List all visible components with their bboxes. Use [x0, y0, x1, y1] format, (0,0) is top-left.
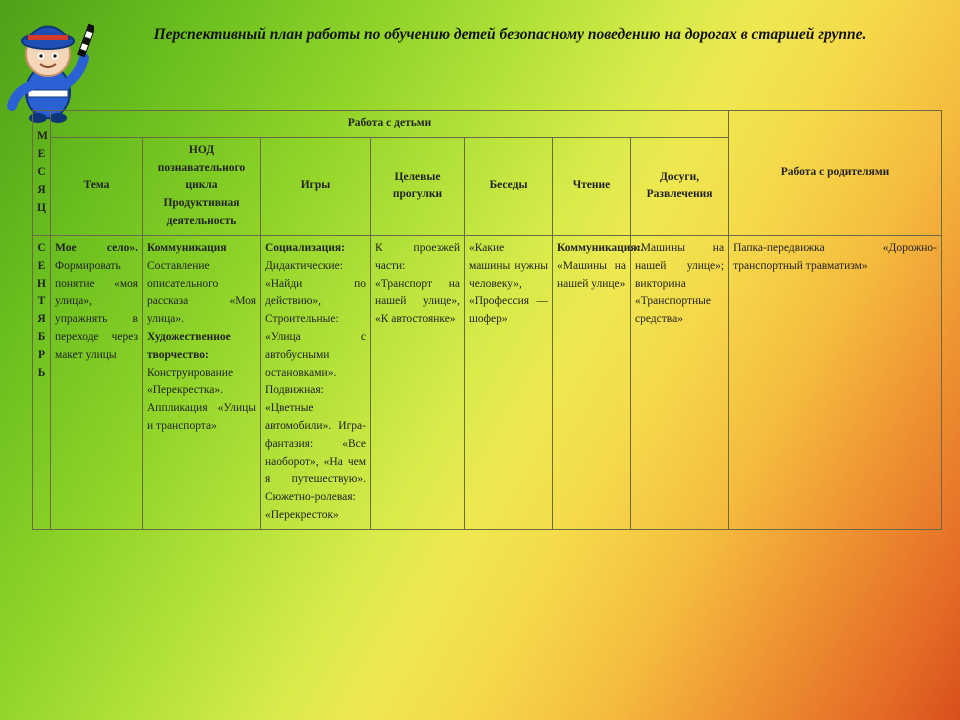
cell-igry-text: Дидактические: «Найди по действию», Стро… [265, 260, 366, 521]
col-parents-header: Работа с родителями [729, 111, 942, 236]
cell-chten-b: Коммуникация:. [557, 242, 643, 254]
col-tema-header: Тема [51, 137, 143, 235]
cell-nod-p2: Конструирование «Перекрестка». Аппликаци… [147, 365, 256, 436]
col-month-header: МЕСЯЦ [33, 111, 51, 236]
col-besedy-header: Беседы [465, 137, 553, 235]
cell-nod: Коммуникация Составление описательного р… [143, 235, 261, 529]
cell-igry: Социализация: Дидактические: «Найди по д… [261, 235, 371, 529]
plan-table: МЕСЯЦ Работа с детьми Работа с родителям… [32, 110, 942, 530]
cell-nod-p1: Составление описательного рассказа «Моя … [147, 258, 256, 329]
cell-parents: Папка-передвижка «Дорожно-транспортный т… [729, 235, 942, 529]
cell-besedy: «Какие машины нужны человеку», «Професси… [465, 235, 553, 529]
col-nod-header: НОД познавательного цикла Продуктивная д… [143, 137, 261, 235]
cell-dosugi: «Машины на нашей улице»; викторина «Тран… [631, 235, 729, 529]
cell-tema-text: Формировать понятие «моя улица», упражня… [55, 260, 138, 361]
col-chtenie-header: Чтение [553, 137, 631, 235]
page-title: Перспективный план работы по обучению де… [100, 24, 920, 46]
table-header-row-1: МЕСЯЦ Работа с детьми Работа с родителям… [33, 111, 942, 138]
col-igry-header: Игры [261, 137, 371, 235]
col-dosugi-header: Досуги, Развлечения [631, 137, 729, 235]
col-group-children: Работа с детьми [51, 111, 729, 138]
cell-month: СЕНТЯБРЬ [33, 235, 51, 529]
cell-igry-b: Социализация: [265, 242, 345, 254]
cell-nod-b1: Коммуникация [147, 240, 256, 258]
cell-tema-bold: Мое село». [55, 242, 138, 254]
col-progulki-header: Целевые прогулки [371, 137, 465, 235]
mascot-officer [2, 6, 94, 124]
cell-tema: Мое село». Формировать понятие «моя улиц… [51, 235, 143, 529]
cell-chten-text: «Машины на нашей улице» [557, 260, 626, 290]
cell-progulki: К проезжей части: «Транспорт на нашей ул… [371, 235, 465, 529]
plan-table-container: МЕСЯЦ Работа с детьми Работа с родителям… [32, 110, 942, 530]
table-row: СЕНТЯБРЬ Мое село». Формировать понятие … [33, 235, 942, 529]
cell-nod-b2: Художественное творчество: [147, 329, 256, 365]
cell-chtenie: Коммуникация:. «Машины на нашей улице» [553, 235, 631, 529]
